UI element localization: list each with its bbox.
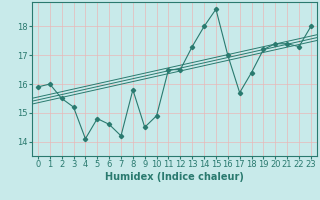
X-axis label: Humidex (Indice chaleur): Humidex (Indice chaleur) bbox=[105, 172, 244, 182]
